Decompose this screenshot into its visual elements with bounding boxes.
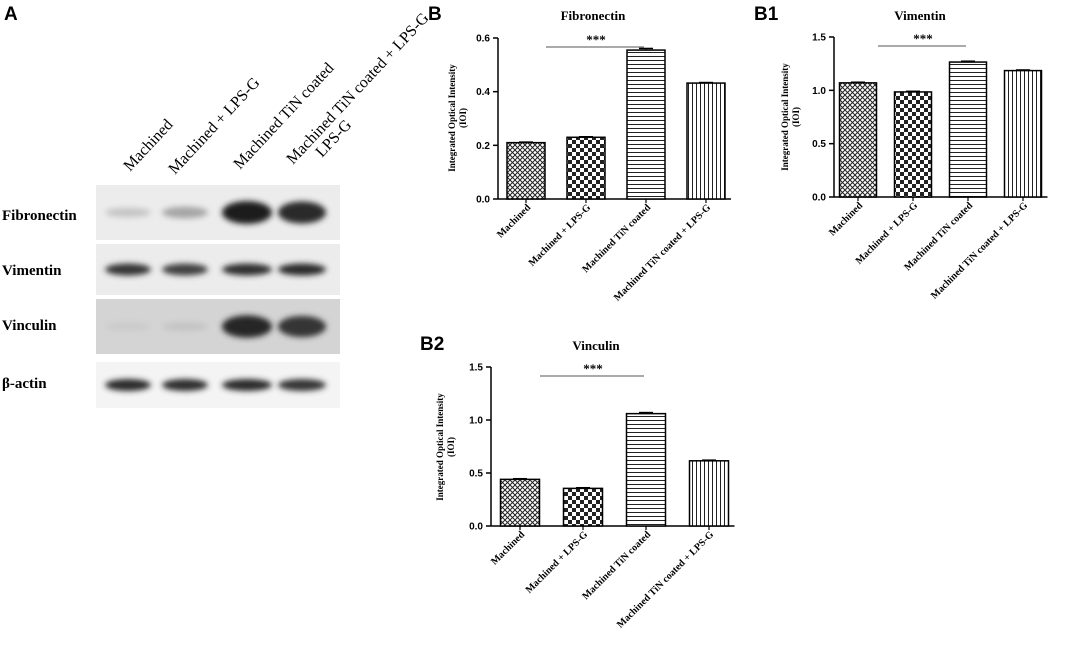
chart-title: Vimentin [894, 8, 946, 23]
blot-band [162, 206, 208, 219]
y-axis-label: Integrated Optical Intensity(IOI) [435, 393, 456, 501]
significance-label: *** [913, 31, 933, 46]
blot-band [278, 201, 326, 224]
blot-band [278, 379, 326, 391]
blot-band [162, 379, 208, 391]
blot-band [162, 263, 208, 276]
blot-band [222, 315, 272, 338]
blot-band [105, 379, 151, 391]
lane-labels: Machined Machined + LPS-G Machined TiN c… [120, 9, 432, 177]
bar [893, 91, 933, 198]
y-tick-label: 1.5 [469, 363, 483, 374]
category-label: Machined [489, 529, 527, 567]
category-label: Machined [495, 202, 533, 240]
panel-label-b1: B1 [754, 4, 779, 25]
y-axis-label: Integrated Optical Intensity(IOI) [780, 63, 801, 171]
category-label: Machined TiN coated + LPS-G [929, 200, 1030, 301]
y-tick-label: 1.0 [812, 86, 826, 97]
blot-band [105, 207, 151, 218]
bar [1003, 69, 1043, 198]
chart-fibronectin: Fibronectin Integrated Optical Intensity(… [447, 8, 731, 303]
category-label: Machined TiN coated + LPS-G [612, 202, 713, 303]
bar [499, 478, 541, 527]
blot-row-label: β-actin [2, 376, 47, 392]
blot-row: Fibronectin [2, 185, 340, 240]
blot-row-label: Fibronectin [2, 208, 77, 224]
blot-row: Vinculin [2, 299, 340, 354]
category-label: Machined [827, 200, 865, 238]
chart-title: Fibronectin [561, 8, 627, 23]
blot-band [105, 322, 151, 331]
category-label: Machined TiN coated [580, 529, 653, 602]
chart-vinculin: Vinculin Integrated Optical Intensity(IOI… [435, 338, 735, 630]
y-axis-label: Integrated Optical Intensity(IOI) [447, 64, 468, 172]
significance-label: *** [586, 32, 606, 47]
bar [626, 49, 666, 200]
blot-band [222, 379, 272, 391]
bar [688, 460, 730, 527]
y-tick-label: 0.4 [476, 87, 490, 98]
y-tick-label: 0.2 [476, 141, 490, 152]
chart-title: Vinculin [572, 338, 620, 353]
significance-label: *** [583, 361, 603, 376]
bar [625, 412, 667, 527]
panel-label-a: A [4, 4, 18, 25]
bar [686, 82, 726, 200]
bar [566, 136, 606, 200]
panel-label-b2: B2 [420, 334, 444, 355]
y-tick-label: 0.0 [469, 522, 483, 533]
y-tick-label: 0.6 [476, 34, 490, 45]
blot-band [222, 263, 272, 276]
y-tick-label: 0.5 [812, 139, 826, 150]
category-label: Machined + LPS-G [524, 529, 591, 596]
panel-label-b: B [428, 4, 442, 25]
blot-row: Vimentin [2, 244, 340, 295]
bar [562, 487, 604, 527]
blot-band [162, 321, 208, 332]
bar [506, 141, 546, 200]
y-tick-label: 0.0 [812, 193, 826, 204]
bar [948, 61, 988, 198]
category-label: Machined + LPS-G [527, 202, 594, 269]
y-tick-label: 1.0 [469, 416, 483, 427]
western-blot: Machined Machined + LPS-G Machined TiN c… [2, 9, 433, 408]
blot-band [278, 263, 326, 276]
blot-band [278, 315, 326, 338]
blot-row: β-actin [2, 362, 340, 408]
blot-band [222, 200, 272, 225]
y-tick-label: 0.0 [476, 195, 490, 206]
bar [838, 82, 878, 198]
chart-vimentin: Vimentin Integrated Optical Intensity(IOI… [780, 8, 1048, 301]
blot-row-label: Vinculin [2, 318, 57, 334]
blot-row-label: Vimentin [2, 263, 62, 279]
y-tick-label: 1.5 [812, 33, 826, 44]
blot-band [105, 263, 151, 276]
y-tick-label: 0.5 [469, 469, 483, 480]
